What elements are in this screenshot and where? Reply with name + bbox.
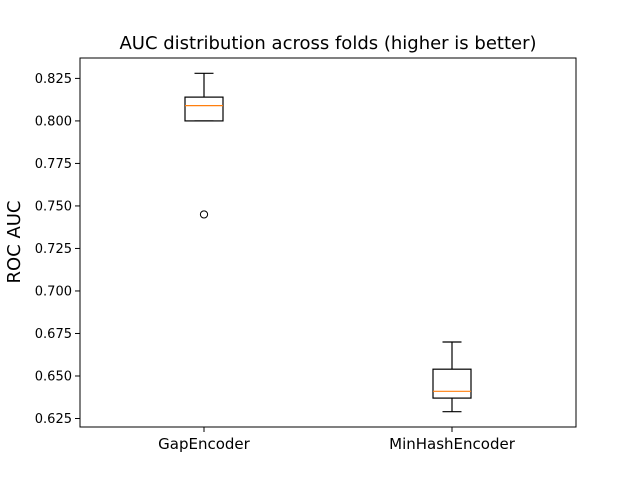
y-axis-label: ROC AUC — [4, 200, 25, 283]
y-tick-label: 0.650 — [35, 369, 72, 384]
box-iqr — [432, 368, 472, 399]
y-tick-label: 0.825 — [35, 72, 72, 87]
plot-frame — [79, 57, 577, 428]
chart-title: AUC distribution across folds (higher is… — [119, 33, 536, 54]
y-tick-label: 0.675 — [35, 327, 72, 342]
x-category-label: GapEncoder — [158, 435, 250, 453]
y-tick-label: 0.700 — [35, 284, 72, 299]
plot-area: 0.625 0.650 0.675 0.700 0.725 0.750 0.775 0.800… — [35, 72, 516, 453]
y-tick-label: 0.750 — [35, 199, 72, 214]
y-tick-label: 0.775 — [35, 157, 72, 172]
box-outlier-point — [199, 210, 209, 219]
x-category-label: MinHashEncoder — [389, 435, 516, 453]
box-iqr — [184, 96, 224, 122]
y-tick-label: 0.800 — [35, 114, 72, 129]
y-tick-label: 0.725 — [35, 242, 72, 257]
y-tick-label: 0.625 — [35, 412, 72, 427]
